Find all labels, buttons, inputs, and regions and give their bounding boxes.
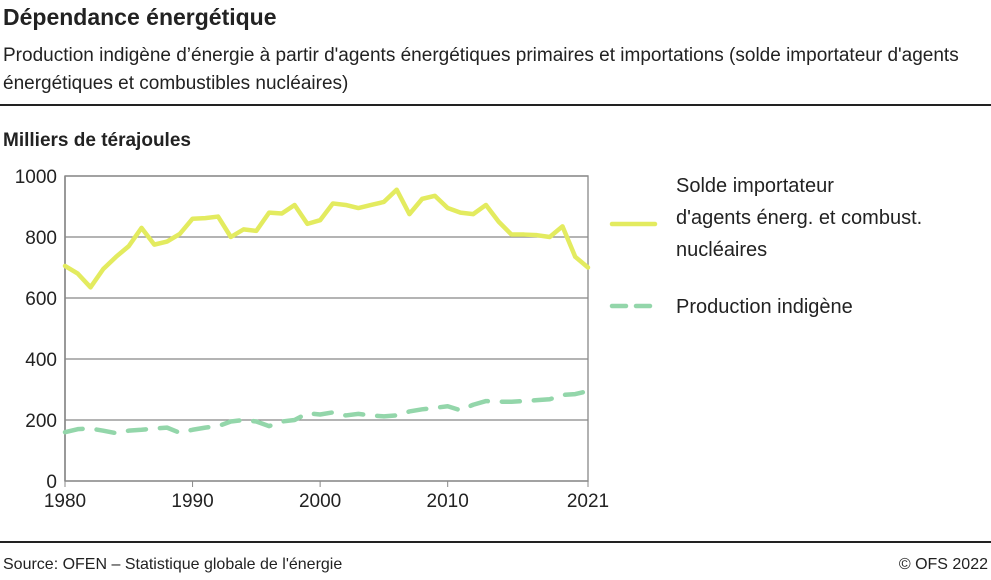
plot-frame <box>64 175 589 482</box>
y-tick-label: 1000 <box>15 167 57 188</box>
y-tick-label: 200 <box>25 411 57 432</box>
chart-title: Dépendance énergétique <box>3 4 277 30</box>
chart-subtitle: Production indigène d’énergie à partir d… <box>3 45 959 94</box>
y-tick-label: 600 <box>25 289 57 310</box>
bottom-divider <box>0 541 991 543</box>
x-tick-label: 1980 <box>44 491 86 512</box>
x-tick-label: 1990 <box>171 491 213 512</box>
y-tick-label: 400 <box>25 350 57 371</box>
x-tick-label: 2010 <box>427 491 469 512</box>
y-tick-label: 0 <box>46 472 57 493</box>
source-note: Source: OFEN – Statistique globale de l'… <box>3 556 343 573</box>
legend-label-1: Solde importateur d'agents énerg. et comb… <box>676 175 922 261</box>
line-chart: 0 200 400 600 800 1000 1980 1990 2000 2010 2021 Sol… <box>15 167 922 512</box>
copyright: © OFS 2022 <box>898 556 988 573</box>
x-tick-label: 2021 <box>567 491 609 512</box>
series-line-2 <box>62 388 591 436</box>
y-tick-label: 800 <box>25 228 57 249</box>
y-axis-label: Milliers de térajoules <box>3 130 191 151</box>
series-line-1 <box>62 187 591 290</box>
top-divider <box>0 104 991 106</box>
x-tick-label: 2000 <box>299 491 341 512</box>
legend-label-2: Production indigène <box>676 296 853 318</box>
